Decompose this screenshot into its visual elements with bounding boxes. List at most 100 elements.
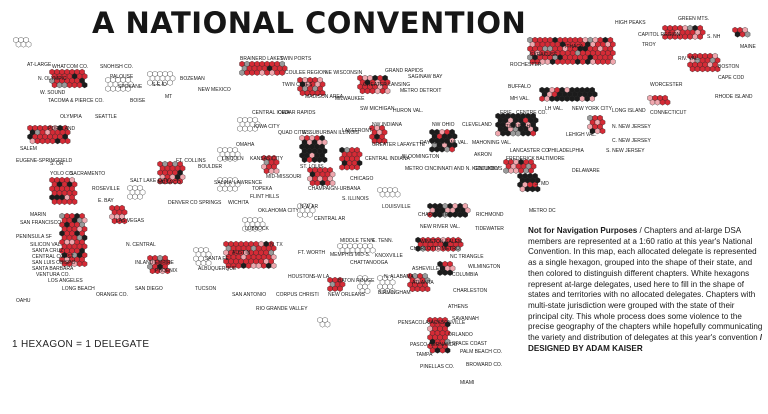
- hex-delegate: [217, 185, 223, 192]
- label-coulee: COULEE REGION: [285, 70, 327, 76]
- hex-delegate: [319, 89, 326, 97]
- hex-delegate: [164, 267, 171, 275]
- hex-delegate: [65, 137, 71, 145]
- map-description: Not for Navigation Purposes / Chapters a…: [528, 226, 766, 354]
- hex-cluster-pennsylvania: [495, 112, 539, 137]
- label-nw-indiana: NW INDIANA: [372, 122, 403, 128]
- hex-delegate: [311, 156, 318, 163]
- hex-delegate: [419, 286, 426, 293]
- label-louisville: LOUISVILLE: [382, 204, 411, 210]
- hex-delegate: [544, 58, 551, 65]
- label-middle-tenn: MIDDLE TENN.: [340, 238, 375, 244]
- label-las-vegas: LAS VEGAS: [116, 218, 145, 224]
- hex-cluster-utah: [127, 184, 146, 200]
- hex-delegate: [513, 167, 519, 174]
- hex-cluster-nyc-east: [539, 86, 598, 102]
- label-winston: WINSTON-SALEM: [420, 239, 462, 245]
- hex-delegate: [349, 164, 355, 171]
- label-athens: ATHENS: [448, 304, 469, 310]
- label-frederick: FREDERICK: [506, 156, 536, 162]
- label-eugene: EUGENE-SPRINGFIELD: [16, 158, 73, 164]
- hex-delegate: [61, 198, 68, 205]
- label-lancaster: LANCASTER CO.: [510, 148, 550, 154]
- hex-delegate: [369, 87, 376, 95]
- label-savannah: SAVANNAH: [452, 316, 479, 322]
- label-charlotte: CHARLOTTE METRO: [410, 246, 460, 252]
- hex-delegate: [239, 69, 245, 76]
- hex-delegate: [125, 85, 131, 92]
- label-buffalo: BUFFALO: [508, 84, 531, 90]
- label-long-island: LONG ISLAND: [612, 108, 646, 114]
- label-n-tx: N. TX: [270, 242, 283, 248]
- label-cape-cod: CAPE COD: [718, 75, 745, 81]
- label-cleveland: CLEVELAND: [462, 122, 492, 128]
- hex-delegate: [271, 262, 277, 269]
- hex-delegate: [54, 137, 61, 145]
- label-twin-ports: TWIN PORTS: [280, 56, 312, 62]
- hex-cluster-minnesota: [239, 60, 288, 76]
- hex-delegate: [76, 81, 83, 89]
- hex-delegate: [121, 218, 128, 225]
- hex-delegate: [274, 69, 280, 76]
- hex-delegate: [444, 146, 450, 153]
- hex-delegate: [39, 138, 46, 145]
- label-birmingham: BIRMINGHAM: [378, 290, 411, 296]
- hex-delegate: [61, 81, 68, 89]
- hex-delegate: [316, 156, 323, 163]
- hex-delegate: [564, 95, 570, 102]
- hex-delegate: [439, 146, 445, 153]
- label-lehigh: LEHIGH VAL.: [566, 132, 596, 138]
- label-yolo: YOLO CO.: [50, 171, 74, 177]
- hex-cluster-oahu: [13, 36, 32, 48]
- label-lh-val: LH VAL.: [545, 106, 563, 112]
- hex-delegate: [449, 146, 455, 153]
- hex-delegate: [56, 81, 63, 89]
- label-okc: OKLAHOMA CITY: [258, 208, 300, 214]
- label-c-nj: C. NEW JERSEY: [612, 138, 652, 144]
- label-e-tenn: E. TENN.: [372, 238, 393, 244]
- label-spokane: SPOKANE: [118, 84, 143, 90]
- label-cedar-rapids: CEDAR RAPIDS: [278, 110, 316, 116]
- label-omaha: OMAHA: [236, 142, 255, 148]
- description-lead: Not for Navigation Purposes: [528, 226, 638, 235]
- label-nw-ar: N-W AR: [300, 204, 318, 210]
- label-ithaca: ITHACA: [565, 44, 584, 50]
- label-maine: MAINE: [740, 44, 757, 50]
- label-n-olympic: N. OLYMPIC: [38, 76, 67, 82]
- label-lawrence: LAWRENCE: [234, 180, 263, 186]
- hex-cluster-ohio: [429, 128, 458, 153]
- label-iowa-city: IOWA CITY: [254, 124, 280, 130]
- hex-delegate: [329, 179, 336, 187]
- label-quad-cities: QUAD CITIES: [278, 130, 311, 136]
- label-mh-val: MH VAL.: [510, 96, 530, 102]
- label-lansing: GREATER LANSING: [363, 82, 410, 88]
- label-saginaw: SAGINAW BAY: [408, 74, 443, 80]
- hex-delegate: [249, 69, 255, 76]
- label-rochester: ROCHESTER: [510, 62, 542, 68]
- hex-delegate: [369, 247, 376, 254]
- hex-delegate: [462, 211, 468, 218]
- label-mesa: MESA CO.: [158, 180, 182, 186]
- hex-cluster-tennessee: [337, 242, 376, 254]
- hex-delegate: [518, 167, 524, 174]
- hex-delegate: [384, 191, 391, 198]
- label-syracuse: SYRACUSE: [530, 52, 558, 58]
- hex-delegate: [167, 79, 173, 86]
- hex-delegate: [59, 138, 66, 145]
- label-slo: SAN LUIS OBISPO: [32, 260, 75, 266]
- hex-cluster-kentucky: [377, 186, 401, 198]
- label-palouse: PALOUSE: [110, 74, 134, 80]
- hex-delegate: [364, 287, 371, 295]
- hex-delegate: [495, 130, 501, 137]
- label-nc-triangle: NC TRIANGLE: [450, 254, 484, 260]
- label-atlanta: ATLANTA: [412, 280, 434, 286]
- hex-delegate: [409, 285, 416, 293]
- label-long-beach: LONG BEACH: [62, 286, 95, 292]
- hex-delegate: [704, 65, 711, 73]
- hex-delegate: [364, 87, 371, 95]
- label-richmond: RICHMOND: [476, 212, 504, 218]
- hex-delegate: [44, 137, 51, 145]
- hex-delegate: [321, 156, 328, 163]
- hex-delegate: [381, 138, 388, 145]
- label-san-diego: SAN DIEGO: [135, 286, 163, 292]
